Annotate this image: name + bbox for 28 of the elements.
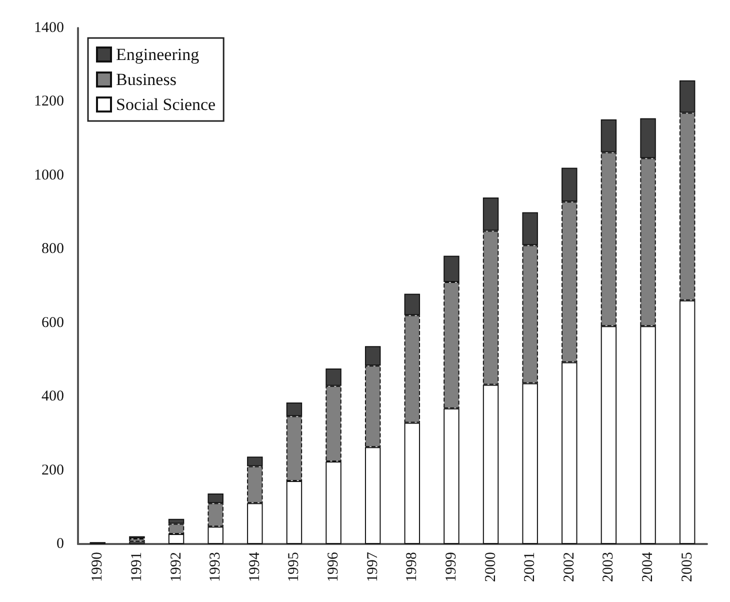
x-tick-label: 1992	[168, 552, 184, 582]
x-tick-label: 1991	[128, 552, 145, 582]
x-tick-label: 2002	[561, 552, 578, 582]
y-tick-label: 1200	[34, 94, 64, 110]
x-tick-label: 1995	[286, 552, 302, 582]
x-tick-label: 1994	[246, 552, 263, 582]
x-tick-label: 1993	[208, 552, 224, 582]
x-tick-label: 2000	[482, 552, 499, 582]
x-tick-label: 1998	[404, 552, 420, 582]
x-tick-label: 1990	[90, 552, 106, 582]
legend-label: Engineering	[116, 45, 200, 64]
y-tick-label: 600	[42, 314, 64, 331]
y-tick-label: 800	[42, 241, 64, 258]
y-tick-label: 1400	[34, 20, 64, 36]
x-tick-label: 2001	[522, 552, 538, 582]
y-tick-label: 1000	[34, 167, 64, 184]
y-tick-label: 400	[42, 388, 64, 405]
legend-label: Social Science	[116, 95, 216, 114]
x-tick-label: 1997	[364, 552, 381, 582]
x-tick-label: 2004	[640, 552, 656, 582]
x-tick-label: 2005	[679, 552, 696, 582]
bar	[129, 538, 145, 542]
legend-label: Business	[116, 70, 176, 89]
y-tick-label: 0	[56, 536, 64, 552]
x-tick-label: 1996	[326, 552, 342, 582]
x-tick-label: 2003	[600, 552, 617, 582]
y-tick-label: 200	[42, 462, 64, 478]
x-tick-label: 1999	[443, 552, 460, 582]
